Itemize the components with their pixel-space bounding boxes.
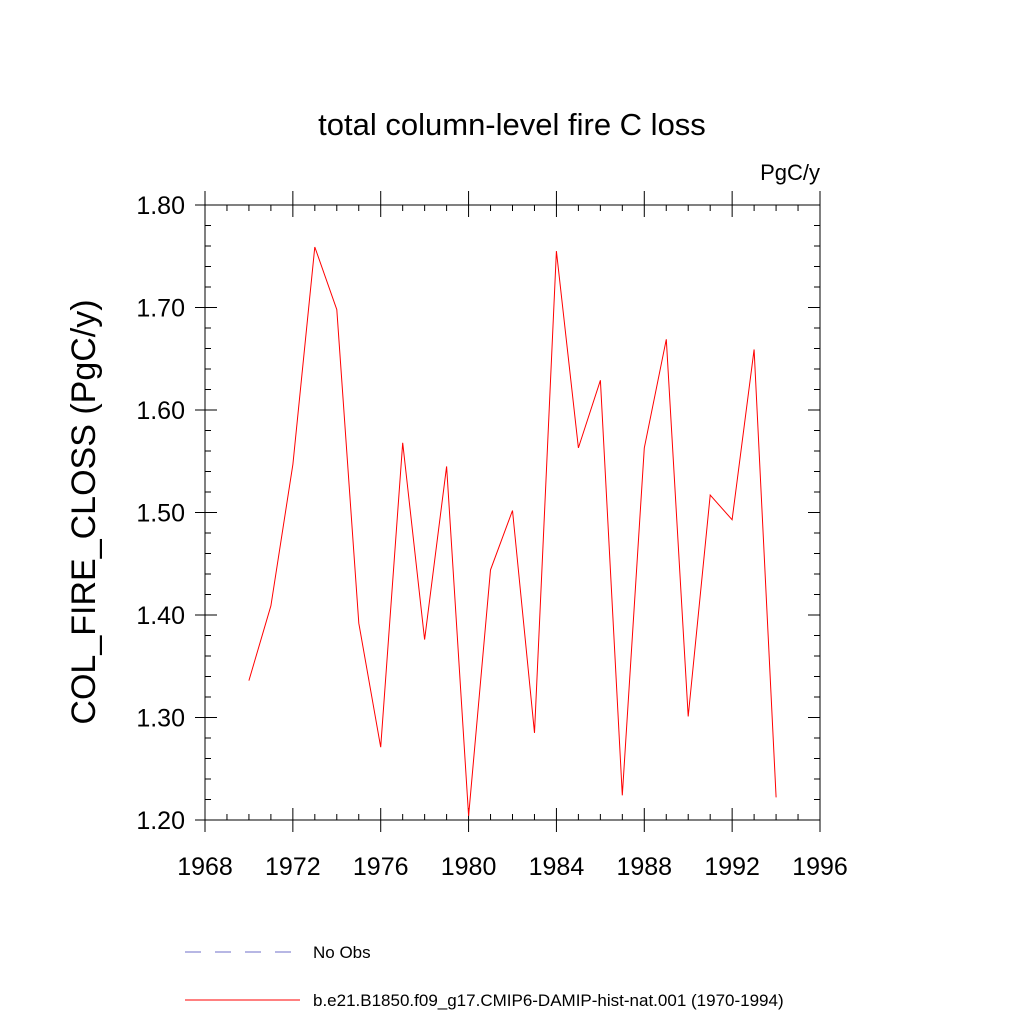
- units-label: PgC/y: [760, 160, 820, 185]
- legend-label: No Obs: [313, 943, 371, 962]
- plot-frame: [204, 204, 821, 821]
- x-tick-label: 1984: [529, 853, 585, 881]
- legend-label: b.e21.B1850.f09_g17.CMIP6-DAMIP-hist-nat…: [313, 991, 784, 1010]
- series-lines: [248, 246, 777, 816]
- chart-title: total column-level fire C loss: [318, 107, 706, 142]
- y-tick-label: 1.20: [136, 807, 185, 835]
- y-tick-labels: 1.20 1.30 1.40 1.50 1.60 1.70 1.80: [136, 192, 185, 835]
- x-tick-label: 1976: [353, 853, 409, 881]
- y-axis-label: COL_FIRE_CLOSS (PgC/y): [65, 299, 103, 724]
- x-tick-label: 1972: [265, 853, 321, 881]
- x-tick-label: 1992: [704, 853, 760, 881]
- x-tick-label: 1968: [177, 853, 233, 881]
- y-tick-label: 1.60: [136, 397, 185, 425]
- y-tick-label: 1.50: [136, 500, 185, 528]
- series-line: [248, 246, 777, 816]
- legend: No Obs b.e21.B1850.f09_g17.CMIP6-DAMIP-hi…: [185, 943, 784, 1010]
- axis-ticks: [195, 191, 821, 832]
- y-tick-label: 1.40: [136, 602, 185, 630]
- x-tick-label: 1996: [792, 853, 848, 881]
- y-tick-label: 1.30: [136, 705, 185, 733]
- x-tick-labels: 1968 1972 1976 1980 1984 1988 1992 1996: [177, 853, 848, 881]
- y-tick-label: 1.70: [136, 295, 185, 323]
- y-tick-label: 1.80: [136, 192, 185, 220]
- x-tick-label: 1988: [616, 853, 672, 881]
- x-tick-label: 1980: [441, 853, 497, 881]
